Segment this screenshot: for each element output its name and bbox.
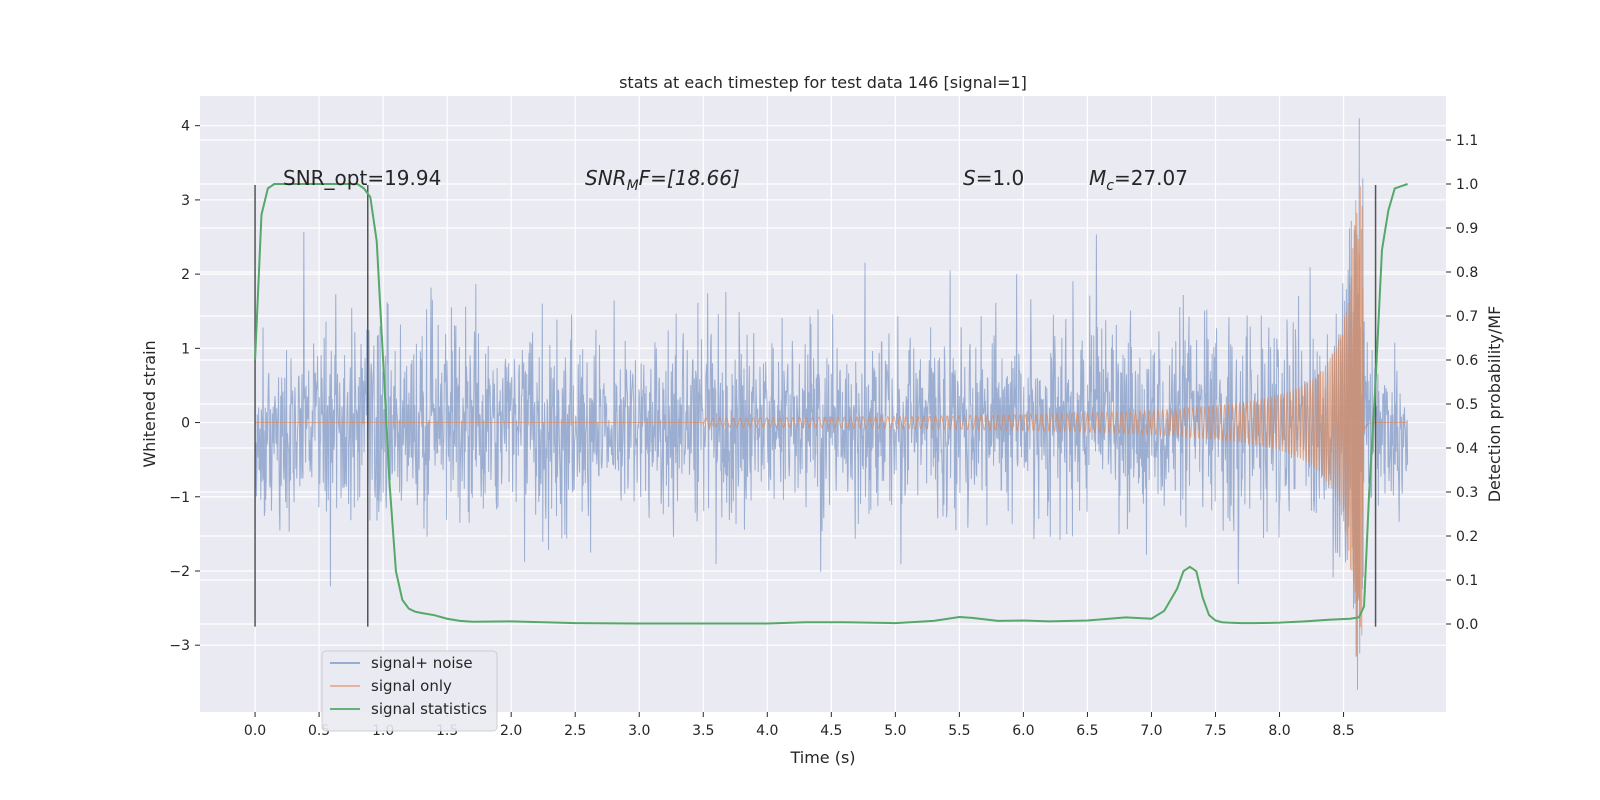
- x-tick-label-9: 4.5: [820, 723, 842, 739]
- y2-tick-label-10: 0.1: [1456, 573, 1478, 589]
- x-tick-label-13: 6.5: [1076, 723, 1098, 739]
- y-tick-label-3: 1: [181, 341, 190, 357]
- y-tick-label-7: −3: [169, 638, 190, 654]
- signal-only-series: [255, 186, 1408, 657]
- x-tick-label-5: 2.5: [564, 723, 586, 739]
- annotation-mc-sub: c: [1106, 178, 1114, 194]
- signal-statistics-line: [254, 183, 1408, 625]
- annotation-mc: Mc=27.07: [1089, 166, 1188, 194]
- legend-label-noise: signal+ noise: [371, 654, 473, 672]
- vertical-markers: [254, 185, 1377, 627]
- y-tick-label-6: −2: [169, 564, 190, 580]
- signal-plus-noise-line: [254, 118, 1409, 690]
- y2-axis-ticks: 1.1 1.0 0.9 0.8 0.7 0.6 0.5 0.4 0.3 0.2 0.1 0.0: [1446, 133, 1478, 633]
- y2-tick-label-6: 0.5: [1456, 397, 1478, 413]
- y2-tick-label-2: 0.9: [1456, 221, 1478, 237]
- legend-label-stats: signal statistics: [371, 700, 487, 718]
- annotation-s-tail: =1.0: [976, 166, 1025, 190]
- x-tick-label-6: 3.0: [628, 723, 650, 739]
- annotation-mc-tail: =27.07: [1114, 166, 1188, 190]
- annotation-snr-mf-tail-f: F=[18.66]: [639, 166, 740, 190]
- legend-box: [321, 650, 498, 732]
- x-tick-label-14: 7.0: [1140, 723, 1162, 739]
- y-axis-label: Whitened strain: [140, 340, 159, 467]
- y2-tick-label-3: 0.8: [1456, 265, 1478, 281]
- annotation-snr-mf: SNRMF=[18.66]: [585, 166, 740, 194]
- annotation-mc-main: M: [1089, 166, 1106, 190]
- y2-tick-label-1: 1.0: [1456, 177, 1478, 193]
- signal-only-line: [255, 186, 1408, 657]
- y2-tick-label-7: 0.4: [1456, 441, 1478, 457]
- y-tick-label-5: −1: [169, 490, 190, 506]
- annotation-s-main: S: [963, 166, 976, 190]
- x-tick-label-12: 6.0: [1012, 723, 1034, 739]
- y2-tick-label-4: 0.7: [1456, 309, 1478, 325]
- y-tick-label-4: 0: [181, 416, 190, 432]
- y-axis-ticks: 4 3 2 1 0 −1 −2 −3: [169, 119, 200, 654]
- x-tick-label-11: 5.5: [948, 723, 970, 739]
- x-tick-label-8: 4.0: [756, 723, 778, 739]
- chart-title: stats at each timestep for test data 146…: [619, 73, 1027, 92]
- y-tick-label-1: 3: [181, 193, 190, 209]
- y2-tick-label-11: 0.0: [1456, 617, 1478, 633]
- y2-tick-label-0: 1.1: [1456, 133, 1478, 149]
- annotation-snr-opt: SNR_opt=19.94: [283, 166, 441, 190]
- x-tick-label-17: 8.5: [1332, 723, 1354, 739]
- signal-statistics-series: [254, 183, 1408, 625]
- annotation-s: S=1.0: [963, 166, 1024, 190]
- y2-tick-label-9: 0.2: [1456, 529, 1478, 545]
- legend: signal+ noise signal only signal statist…: [321, 650, 498, 732]
- x-tick-label-15: 7.5: [1204, 723, 1226, 739]
- legend-label-signal: signal only: [371, 677, 452, 695]
- x-tick-label-4: 2.0: [500, 723, 522, 739]
- x-tick-label-10: 5.0: [884, 723, 906, 739]
- y-tick-label-2: 2: [181, 267, 190, 283]
- x-tick-label-7: 3.5: [692, 723, 714, 739]
- y-tick-label-0: 4: [181, 119, 190, 135]
- annotation-snr-mf-main: SNR: [585, 166, 627, 190]
- y2-axis-label: Detection probability/MF: [1485, 306, 1504, 503]
- y2-tick-label-5: 0.6: [1456, 353, 1478, 369]
- annotation-snr-mf-sub: M: [627, 178, 639, 194]
- x-tick-label-16: 8.0: [1268, 723, 1290, 739]
- y2-tick-label-8: 0.3: [1456, 485, 1478, 501]
- signal-plus-noise-series: [254, 118, 1409, 690]
- x-axis-label: Time (s): [789, 748, 855, 767]
- x-tick-label-0: 0.0: [244, 723, 266, 739]
